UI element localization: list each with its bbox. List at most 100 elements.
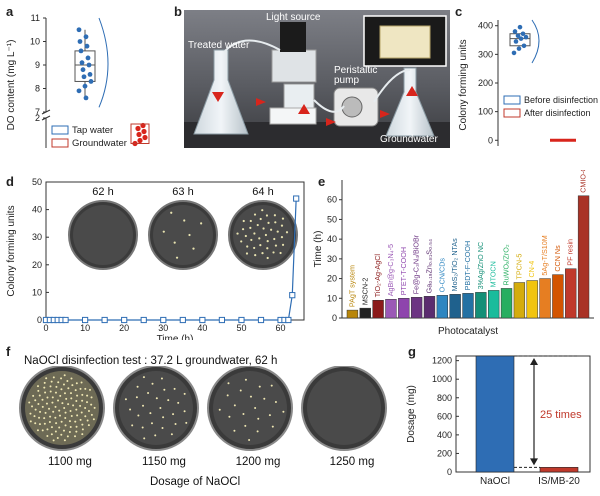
data-point [121, 316, 128, 324]
bar [526, 280, 538, 319]
colony-dot [253, 232, 256, 235]
y-tick-label: 0 [37, 315, 42, 325]
tap-water-point [83, 34, 89, 40]
y-axis-label: Colony forming units [458, 39, 469, 130]
colony-dot [43, 417, 46, 420]
tap-water-point [78, 48, 84, 54]
colony-dot [41, 429, 44, 432]
flow-arrow [212, 92, 224, 102]
colony-dot [267, 221, 270, 224]
bar [565, 268, 577, 319]
colony-dot [43, 422, 46, 425]
tap-water-point [76, 27, 82, 33]
light-source-annotation: Light source [266, 12, 321, 23]
disinfection-plate-inner [307, 371, 381, 445]
colony-dot [136, 385, 139, 388]
colony-dot [135, 396, 138, 399]
groundwater-box [130, 123, 150, 144]
colony-dot [258, 385, 261, 388]
flow-arrow [256, 98, 266, 106]
bar [346, 309, 359, 319]
colony-dot [268, 414, 271, 417]
panel-e-label: e [318, 174, 326, 189]
before-box [509, 33, 531, 47]
y-tick-label: 2 [35, 113, 40, 123]
colony-dot [55, 422, 58, 425]
panel-f-label: f [6, 344, 11, 359]
ratio-annotation: 25 times [540, 409, 582, 421]
y-tick-label: 100 [478, 107, 493, 117]
x-tick-label: 60 [276, 323, 286, 333]
colony-dot [236, 232, 239, 235]
colony-dot [56, 437, 59, 440]
bar-category-label: MSCN-2 [360, 278, 369, 306]
colony-dot [62, 383, 65, 386]
colony-dot [69, 410, 72, 413]
colony-dot [60, 420, 63, 423]
colony-dot [80, 381, 83, 384]
colony-dot [88, 388, 91, 391]
colony-dot [274, 244, 278, 247]
colony-dot [249, 395, 252, 398]
x-tick-label: IS/MB-20 [538, 476, 580, 487]
y-tick-label: 50 [32, 177, 42, 187]
colony-dot [81, 399, 84, 402]
bar [359, 307, 371, 319]
colony-dot [34, 399, 37, 402]
bar-category-label: 3%Ag/ZnO NC [476, 242, 485, 290]
colony-dot [279, 251, 282, 255]
colony-dot [54, 391, 57, 394]
flow-arrow [326, 118, 336, 126]
colony-dot [69, 392, 72, 395]
colony-dot [50, 433, 53, 436]
bar-category-label: PTET-T-COOH [399, 247, 408, 295]
colony-dot [46, 434, 49, 437]
setup-photo-drawing [184, 10, 450, 148]
colony-dot [141, 426, 144, 429]
colony-dot [92, 418, 95, 421]
colony-dot [226, 394, 229, 397]
colony-dot [218, 408, 221, 411]
bar-category-label: PBDT-F-COOH [463, 241, 472, 291]
y-tick-label: 10 [32, 287, 42, 297]
plate-photo-inner [233, 205, 293, 265]
colony-dot [263, 397, 266, 400]
colony-dot [60, 388, 63, 391]
x-tick-label: 50 [236, 323, 246, 333]
y-tick-label: 40 [32, 205, 42, 215]
colony-dot [74, 435, 77, 438]
colony-dot [192, 247, 195, 250]
colony-dot [52, 376, 55, 379]
bar-category-label: 5Ag-T/S10M [540, 235, 549, 275]
colony-dot [54, 430, 57, 433]
x-axis-label: Time (h) [157, 334, 194, 340]
data-point [140, 316, 147, 324]
colony-dot [67, 403, 70, 406]
colony-dot [31, 405, 34, 408]
colony-dot [90, 403, 93, 406]
colony-dot [37, 389, 40, 392]
colony-dot [265, 214, 269, 217]
after-point [562, 139, 566, 142]
colony-dot [76, 394, 79, 397]
bar [539, 278, 551, 319]
colony-dot [276, 230, 279, 233]
panel-f-title: NaOCl disinfection test : 37.2 L groundw… [24, 355, 278, 367]
colony-dot [160, 377, 163, 380]
colony-dot [175, 256, 179, 259]
colony-dot [274, 400, 277, 403]
colony-dot [58, 426, 61, 429]
colony-dot [266, 239, 269, 243]
y-tick-label: 200 [437, 448, 452, 458]
colony-dot [63, 407, 66, 409]
colony-dot [280, 224, 284, 227]
before-point [520, 31, 526, 37]
colony-dot [75, 399, 78, 402]
colony-dot [66, 435, 69, 438]
colony-dot [172, 413, 175, 416]
colony-dot [245, 252, 249, 255]
peristaltic-pump-annotation: Peristaltic pump [334, 65, 378, 86]
colony-dot [32, 394, 35, 397]
colony-dot [34, 422, 37, 425]
colony-dot [75, 430, 78, 433]
